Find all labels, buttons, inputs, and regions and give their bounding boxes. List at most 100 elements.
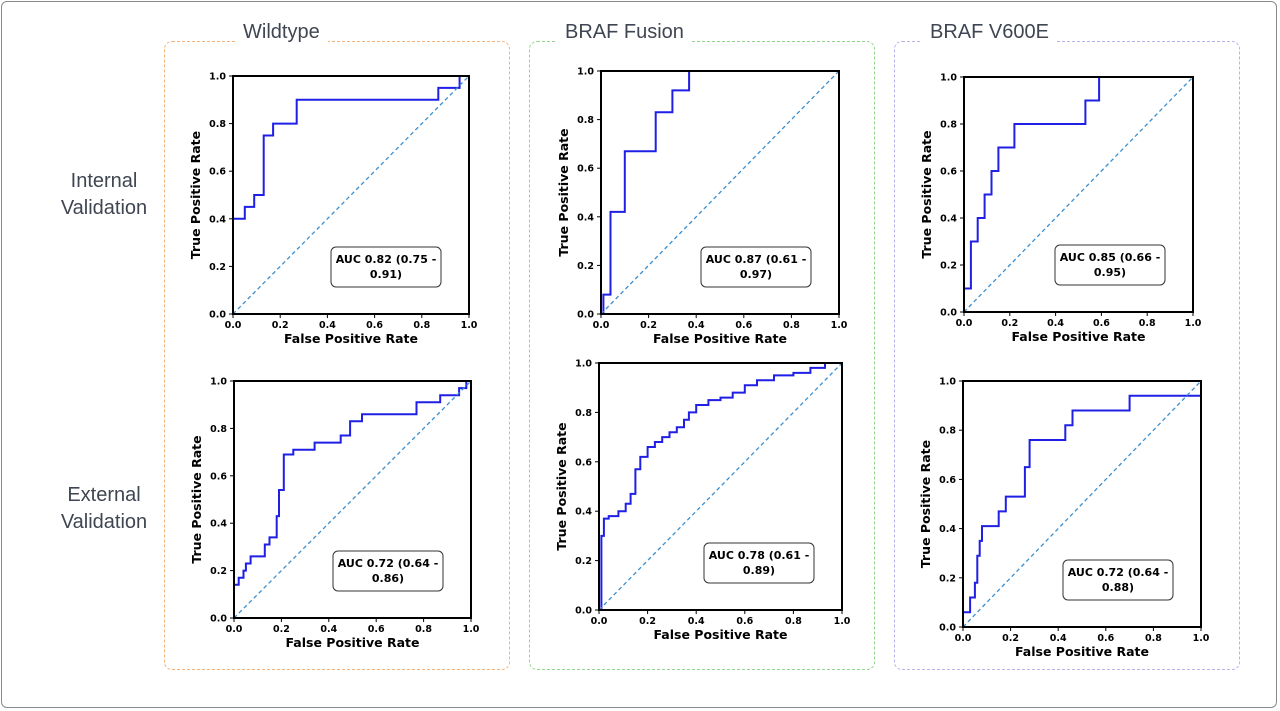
y-axis-label: True Positive Rate — [189, 435, 204, 563]
y-tick-label: 0.6 — [940, 167, 957, 178]
axes-frame — [232, 75, 470, 315]
y-tick-label: 0.8 — [577, 115, 594, 126]
x-tick-label: 1.0 — [831, 320, 848, 331]
x-tick-label: 0.2 — [640, 320, 657, 331]
y-tick-label: 0.2 — [940, 261, 957, 272]
axes-frame — [233, 380, 472, 619]
x-tick-label: 0.2 — [1001, 318, 1018, 329]
y-axis-label: True Positive Rate — [554, 422, 569, 550]
x-tick-label: 0.0 — [956, 318, 973, 329]
auc-annotation-line2: 0.97) — [740, 268, 772, 281]
y-tick-label: 0.8 — [575, 408, 592, 419]
x-tick-label: 1.0 — [461, 320, 478, 331]
x-tick-label: 0.8 — [785, 616, 802, 627]
y-tick-label: 0.4 — [575, 507, 592, 518]
x-tick-label: 1.0 — [1193, 633, 1210, 644]
x-tick-label: 0.4 — [688, 616, 705, 627]
y-tick-label: 0.0 — [940, 308, 957, 319]
plot-area: 0.0 0.2 0.4 0.6 0.8 1.0 0.0 0.2 0.4 0.6 0.8 1.0 Fals… — [556, 67, 848, 347]
y-tick-label: 1.0 — [575, 359, 592, 370]
chance-diagonal-line — [963, 76, 1194, 313]
wildtype-group-box — [164, 41, 510, 670]
y-tick-label: 0.0 — [577, 310, 594, 321]
column-title-wildtype: Wildtype — [235, 21, 328, 43]
y-tick-label: 0.2 — [210, 566, 227, 577]
y-axis-label: True Positive Rate — [918, 440, 933, 568]
plot-area: 0.0 0.2 0.4 0.6 0.8 1.0 0.0 0.2 0.4 0.6 0.8 1.0 Fals… — [188, 72, 478, 347]
x-tick-label: 0.8 — [1139, 318, 1156, 329]
roc-chart-braf-v600e-internal: 0.0 0.2 0.4 0.6 0.8 1.0 0.0 0.2 0.4 0.6 0.8 1.0 Fals… — [919, 73, 1202, 345]
y-tick-label: 1.0 — [209, 72, 226, 83]
x-tick-label: 0.6 — [368, 624, 385, 635]
auc-annotation-box — [1062, 559, 1174, 601]
roc-curve-line — [601, 70, 839, 315]
row-label-internal-validation: Internal Validation — [34, 168, 174, 222]
x-axis-label: False Positive Rate — [1015, 644, 1149, 659]
plot-area: 0.0 0.2 0.4 0.6 0.8 1.0 0.0 0.2 0.4 0.6 0.8 1.0 Fals… — [554, 359, 851, 643]
roc-curve-line — [963, 76, 1193, 312]
axes-frame — [963, 76, 1194, 313]
x-tick-label: 0.2 — [272, 320, 289, 331]
auc-annotation-box — [703, 542, 815, 584]
x-tick-label: 0.6 — [735, 320, 752, 331]
y-tick-label: 0.2 — [575, 556, 592, 567]
x-tick-label: 0.4 — [1050, 633, 1067, 644]
row-label-external-validation: External Validation — [34, 482, 174, 536]
auc-annotation-box — [1054, 244, 1166, 286]
y-tick-label: 0.4 — [210, 519, 227, 530]
chance-diagonal-line — [600, 70, 840, 315]
y-axis-label: True Positive Rate — [188, 131, 203, 259]
x-tick-label: 0.2 — [1002, 633, 1019, 644]
roc-chart-wildtype-internal: 0.0 0.2 0.4 0.6 0.8 1.0 0.0 0.2 0.4 0.6 0.8 1.0 Fals… — [188, 72, 478, 347]
roc-chart-braf-fusion-internal: 0.0 0.2 0.4 0.6 0.8 1.0 0.0 0.2 0.4 0.6 0.8 1.0 Fals… — [556, 67, 848, 347]
auc-annotation-line1: AUC 0.87 (0.61 - — [706, 253, 807, 266]
row-label-external-line1: External — [67, 484, 141, 506]
y-tick-label: 0.2 — [209, 262, 226, 273]
axes-frame — [962, 380, 1202, 628]
column-title-braf-fusion: BRAF Fusion — [557, 21, 692, 43]
x-tick-label: 0.6 — [736, 616, 753, 627]
y-tick-label: 1.0 — [210, 377, 227, 388]
x-tick-label: 0.4 — [320, 624, 337, 635]
x-axis-label: False Positive Rate — [653, 331, 787, 346]
y-tick-label: 0.4 — [209, 214, 226, 225]
roc-curve-line — [232, 75, 469, 314]
y-tick-label: 0.8 — [940, 120, 957, 131]
y-tick-label: 0.0 — [209, 310, 226, 321]
y-tick-label: 0.6 — [939, 475, 956, 486]
column-title-braf-v600e: BRAF V600E — [922, 21, 1057, 43]
x-tick-label: 0.8 — [415, 624, 432, 635]
axes-frame — [600, 70, 840, 315]
braf-v600e-group-box — [894, 41, 1240, 670]
y-tick-label: 0.2 — [939, 573, 956, 584]
x-tick-label: 0.0 — [591, 616, 608, 627]
y-tick-label: 0.8 — [209, 119, 226, 130]
auc-annotation-line2: 0.86) — [372, 572, 404, 585]
y-tick-label: 0.4 — [940, 214, 957, 225]
y-tick-label: 0.0 — [939, 623, 956, 634]
x-tick-label: 0.8 — [783, 320, 800, 331]
y-tick-label: 0.0 — [575, 606, 592, 617]
roc-chart-braf-v600e-external: 0.0 0.2 0.4 0.6 0.8 1.0 0.0 0.2 0.4 0.6 0.8 1.0 Fals… — [918, 377, 1210, 660]
auc-annotation-line1: AUC 0.72 (0.64 - — [338, 557, 439, 570]
plot-area: 0.0 0.2 0.4 0.6 0.8 1.0 0.0 0.2 0.4 0.6 0.8 1.0 Fals… — [918, 377, 1210, 660]
x-tick-label: 0.4 — [688, 320, 705, 331]
y-tick-label: 1.0 — [939, 377, 956, 388]
x-tick-label: 0.0 — [593, 320, 610, 331]
x-tick-label: 0.0 — [225, 320, 242, 331]
y-tick-label: 0.0 — [210, 614, 227, 625]
auc-annotation-line1: AUC 0.85 (0.66 - — [1060, 251, 1161, 264]
chance-diagonal-line — [598, 362, 843, 611]
row-label-external-line2: Validation — [60, 511, 148, 533]
chance-diagonal-line — [962, 380, 1202, 628]
y-tick-label: 0.8 — [210, 424, 227, 435]
row-label-internal-line1: Internal — [70, 170, 138, 192]
y-tick-label: 0.4 — [939, 524, 956, 535]
x-axis-label: False Positive Rate — [284, 331, 418, 346]
auc-annotation-line1: AUC 0.82 (0.75 - — [336, 253, 437, 266]
x-tick-label: 1.0 — [463, 624, 480, 635]
x-tick-label: 0.2 — [273, 624, 290, 635]
x-axis-label: False Positive Rate — [285, 635, 419, 650]
auc-annotation-line1: AUC 0.78 (0.61 - — [709, 549, 810, 562]
